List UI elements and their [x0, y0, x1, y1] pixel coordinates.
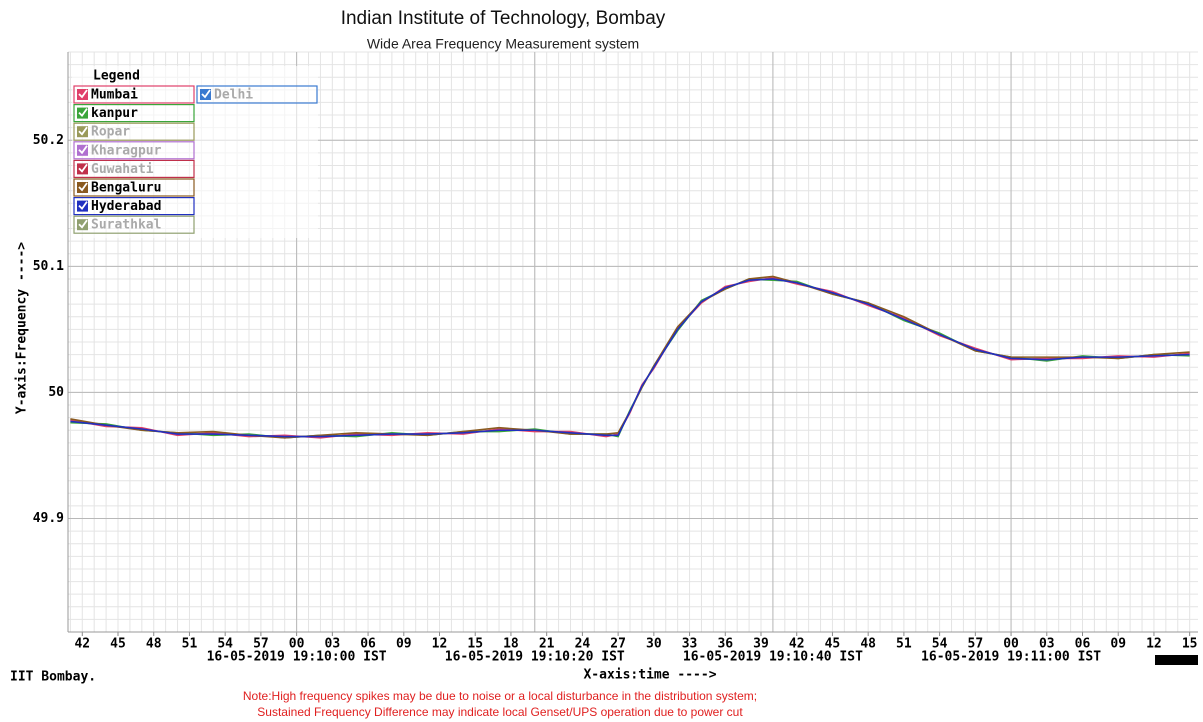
legend-checkbox	[77, 89, 88, 100]
legend-check	[78, 126, 88, 136]
x-tick-label: 45	[110, 637, 126, 652]
legend-label: Bengaluru	[91, 181, 161, 196]
x-tick-label: 12	[1146, 637, 1162, 652]
clipped-label	[1155, 655, 1198, 665]
legend-check	[201, 89, 211, 99]
legend-check	[78, 182, 88, 192]
legend-checkbox	[77, 219, 88, 231]
legend-label: Hyderabad	[91, 199, 161, 214]
legend-label: Mumbai	[91, 88, 138, 103]
x-tick-label: 48	[146, 637, 162, 652]
y-axis-label: Y-axis:Frequency ---->	[15, 242, 30, 414]
legend-item-border	[73, 141, 195, 160]
legend-check	[78, 89, 88, 99]
legend-check	[78, 163, 88, 173]
x-major-tick-label: 16-05-2019 19:11:00 IST	[921, 650, 1101, 665]
legend-item-border	[73, 178, 195, 197]
x-tick-label: 42	[74, 637, 90, 652]
x-tick-label: 03	[1039, 637, 1055, 652]
legend-checkbox	[77, 163, 88, 175]
legend-label: Kharagpur	[91, 143, 162, 158]
y-tick-label: 50	[48, 385, 64, 400]
legend-check	[78, 219, 88, 229]
legend-label: Delhi	[214, 88, 253, 103]
legend-item-border	[73, 103, 195, 123]
legend-checkbox	[77, 107, 88, 119]
x-tick-label: 54	[932, 637, 948, 652]
legend-checkbox	[77, 182, 88, 193]
legend-check	[78, 145, 88, 155]
x-tick-label: 39	[753, 637, 769, 652]
x-tick-label: 15	[1182, 637, 1198, 652]
x-tick-label: 18	[503, 637, 519, 652]
legend-item-border	[73, 197, 195, 216]
chart-subtitle: Wide Area Frequency Measurement system	[367, 36, 639, 52]
footer: IIT Bombay.	[10, 670, 96, 685]
legend-check	[78, 108, 88, 117]
legend-item-border	[73, 85, 195, 104]
legend-label: Guwahati	[91, 162, 154, 177]
legend-background	[72, 66, 318, 238]
x-major-tick-label: 16-05-2019 19:10:00 IST	[207, 650, 387, 665]
x-tick-label: 21	[539, 637, 555, 652]
x-major-tick-label: 16-05-2019 19:10:40 IST	[683, 650, 863, 665]
x-tick-label: 24	[575, 637, 591, 652]
note: Sustained Frequency Difference may indic…	[257, 705, 743, 719]
x-tick-label: 54	[217, 637, 233, 652]
x-tick-label: 06	[1075, 637, 1091, 652]
legend-checkbox	[200, 89, 211, 100]
chart-title: Indian Institute of Technology, Bombay	[341, 8, 666, 29]
y-tick-label: 49.9	[33, 511, 64, 526]
legend-checkbox	[77, 126, 88, 138]
x-tick-label: 00	[1003, 637, 1019, 652]
note: Note:High frequency spikes may be due to…	[243, 689, 757, 703]
x-tick-label: 09	[1110, 637, 1126, 652]
legend-item-border	[73, 159, 195, 178]
legend-label: kanpur	[91, 106, 138, 121]
legend: Legend Mumbai Delhi kanpur Ropar Kharagpur Guw…	[72, 66, 318, 238]
series-line	[70, 278, 1190, 438]
x-axis-label: X-axis:time ---->	[583, 668, 716, 683]
legend-checkbox	[77, 144, 88, 156]
x-tick-label: 51	[896, 637, 912, 652]
x-tick-label: 45	[825, 637, 841, 652]
x-tick-label: 42	[789, 637, 805, 652]
x-tick-label: 48	[860, 637, 876, 652]
legend-check	[78, 201, 88, 210]
legend-item-border	[73, 215, 195, 234]
legend-item-border	[73, 122, 195, 141]
legend-item-border	[196, 85, 318, 104]
y-tick-label: 50.2	[33, 133, 64, 148]
x-tick-label: 30	[646, 637, 662, 652]
x-tick-label: 57	[968, 637, 984, 652]
x-tick-label: 33	[682, 637, 698, 652]
x-tick-label: 27	[610, 637, 626, 652]
x-tick-label: 00	[289, 637, 305, 652]
x-tick-label: 03	[325, 637, 341, 652]
x-tick-label: 06	[360, 637, 376, 652]
y-tick-label: 50.1	[33, 259, 64, 274]
legend-title: Legend	[93, 69, 140, 84]
x-major-tick-label: 16-05-2019 19:10:20 IST	[445, 650, 625, 665]
x-tick-label: 57	[253, 637, 269, 652]
x-tick-label: 12	[432, 637, 448, 652]
x-tick-label: 15	[467, 637, 483, 652]
x-tick-label: 09	[396, 637, 412, 652]
x-tick-label: 36	[717, 637, 733, 652]
legend-checkbox	[77, 200, 88, 212]
legend-label: Ropar	[91, 125, 130, 140]
x-tick-label: 51	[182, 637, 198, 652]
legend-label: Surathkal	[91, 218, 161, 233]
